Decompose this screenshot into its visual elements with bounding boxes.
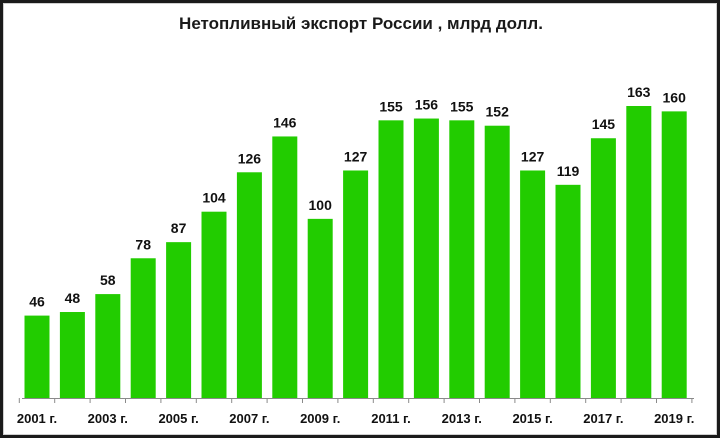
x-tick-label: 2015 г. (512, 411, 552, 426)
x-tick-label: 2017 г. (583, 411, 623, 426)
bar-2015 (520, 170, 546, 398)
x-tick-label: 2011 г. (371, 411, 411, 426)
bar-2018 (626, 106, 652, 398)
bar-2014 (484, 125, 510, 399)
bar-2008 (272, 136, 298, 399)
bar-2004 (130, 258, 156, 398)
data-label-2003: 58 (100, 272, 116, 288)
bar-2006 (201, 211, 227, 398)
x-tick-label: 2007 г. (229, 411, 269, 426)
bar-2009 (307, 218, 333, 398)
bar-2011 (378, 120, 404, 398)
data-label-2008: 146 (273, 114, 297, 130)
chart-frame: Нетопливный экспорт России , млрд долл. … (3, 3, 717, 435)
data-label-2018: 163 (627, 84, 651, 100)
data-label-2007: 126 (238, 150, 262, 166)
data-label-2016: 119 (557, 163, 580, 179)
bar-2012 (413, 118, 439, 398)
data-label-2014: 152 (486, 104, 510, 120)
x-tick-label: 2019 г. (654, 411, 694, 426)
x-tick-label: 2001 г. (17, 411, 57, 426)
x-tick-label: 2003 г. (88, 411, 128, 426)
data-label-2010: 127 (344, 148, 368, 164)
bar-2016 (555, 184, 581, 398)
bar-2005 (166, 242, 192, 398)
bar-2017 (590, 138, 616, 398)
bar-2007 (236, 172, 262, 398)
bar-chart: 46 48 58 78 87 104 126 146 100 127 155 156 155 152 127… (17, 84, 694, 426)
chart-title: Нетопливный экспорт России , млрд долл. (179, 14, 543, 33)
bar-2019 (661, 111, 687, 398)
data-label-2005: 87 (171, 220, 187, 236)
x-tick-label: 2005 г. (158, 411, 198, 426)
data-label-2006: 104 (202, 190, 226, 206)
data-label-2017: 145 (592, 116, 616, 132)
bar-2003 (95, 294, 121, 398)
data-label-2002: 48 (65, 290, 81, 306)
x-tick-label: 2009 г. (300, 411, 340, 426)
data-label-2019: 160 (663, 89, 687, 105)
bar-2010 (343, 170, 369, 398)
data-label-2015: 127 (521, 148, 545, 164)
x-tick-label: 2013 г. (442, 411, 482, 426)
data-label-2011: 155 (379, 98, 403, 114)
bar-2013 (449, 120, 475, 398)
bar-2002 (59, 312, 85, 398)
data-label-2001: 46 (29, 294, 45, 310)
data-label-2009: 100 (309, 197, 333, 213)
data-label-2004: 78 (135, 236, 151, 252)
data-label-2013: 155 (450, 98, 474, 114)
data-label-2012: 156 (415, 97, 439, 113)
bar-2001 (24, 315, 50, 398)
